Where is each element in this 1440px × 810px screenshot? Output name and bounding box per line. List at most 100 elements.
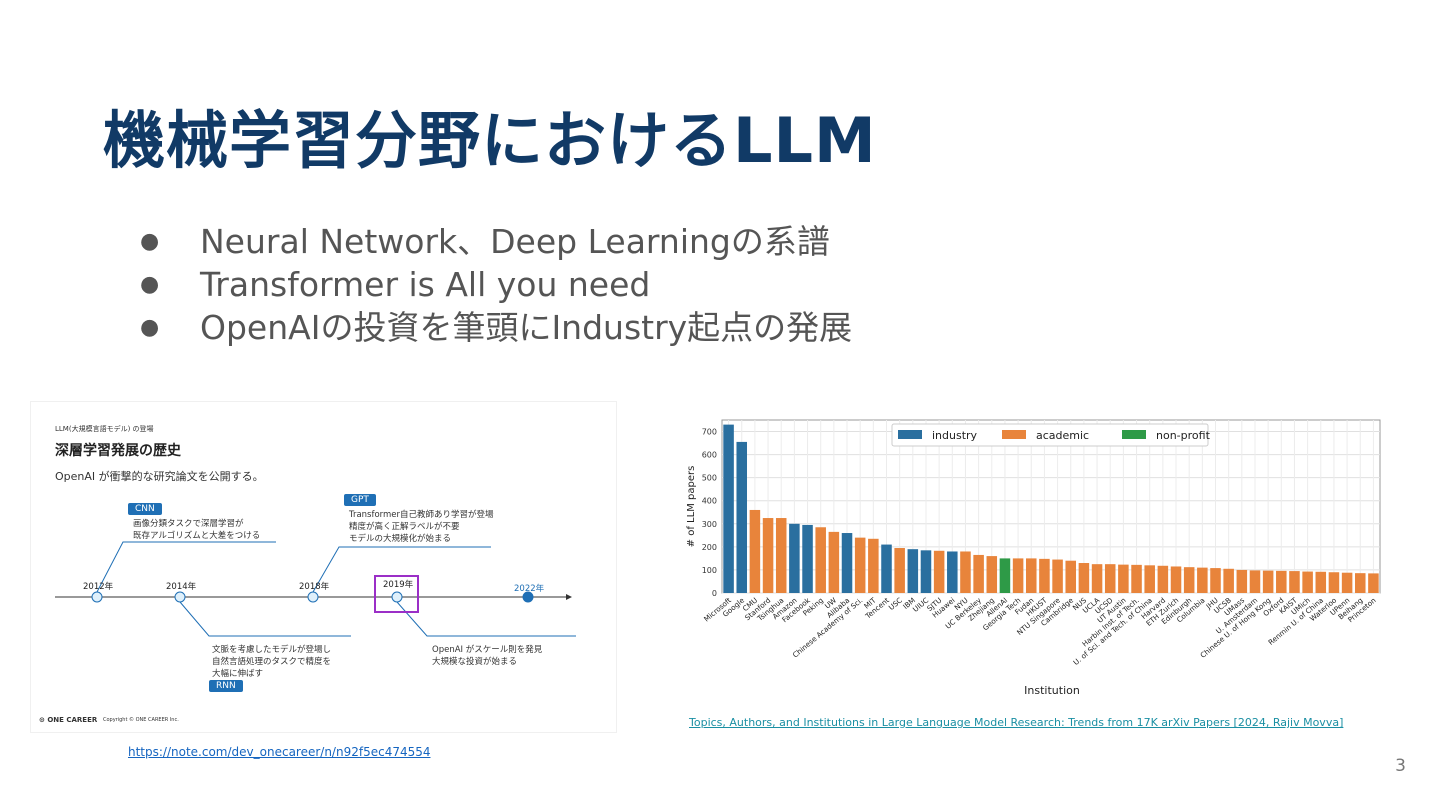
legend-box	[891, 423, 1209, 447]
timeline-node	[307, 591, 319, 603]
bar	[868, 538, 879, 593]
bar	[1354, 573, 1366, 593]
bar	[1249, 570, 1261, 593]
bar	[1183, 567, 1195, 593]
note-link[interactable]: https://note.com/dev_onecareer/n/n92f5ec…	[128, 745, 431, 759]
bullet-dot-icon: ●	[140, 272, 160, 297]
bar	[920, 550, 932, 593]
bar	[1170, 566, 1182, 593]
bullet-dot-icon: ●	[140, 315, 160, 340]
bar	[1289, 571, 1300, 593]
bar	[828, 531, 840, 593]
chart-svg: 0100200300400500600700MicrosoftGoogleCMU…	[686, 419, 1381, 697]
y-tick-label: 0	[712, 589, 717, 598]
y-tick-label: 600	[702, 451, 717, 460]
bar	[1118, 564, 1129, 593]
openai-note: OpenAI がスケール則を発見 大規模な投資が始まる	[432, 645, 543, 667]
bar	[1091, 564, 1103, 593]
y-tick-label: 700	[702, 428, 717, 437]
y-tick-label: 500	[702, 474, 717, 483]
legend-swatch	[1002, 430, 1026, 439]
year-label: 2022年	[514, 584, 545, 594]
bullet-item: ● Transformer is All you need	[140, 263, 852, 306]
slide-header-small: LLM(大規模言語モデル) の登場	[55, 425, 154, 433]
cnn-tag: CNN	[128, 503, 162, 515]
bar	[1262, 570, 1274, 593]
year-label: 2019年	[383, 580, 414, 590]
bar	[1039, 558, 1050, 593]
bar	[1131, 564, 1142, 593]
timeline-arrow-icon	[566, 594, 572, 600]
y-tick-label: 200	[702, 543, 717, 552]
bar	[1157, 565, 1169, 593]
slide-heading: 深層学習発展の歴史	[55, 443, 181, 459]
bullet-item: ● Neural Network、Deep Learningの系譜	[140, 220, 852, 263]
bullet-dot-icon: ●	[140, 229, 160, 254]
history-slide-image: LLM(大規模言語モデル) の登場 深層学習発展の歴史 OpenAI が衝撃的な…	[30, 401, 617, 733]
bar	[1065, 560, 1077, 593]
bar	[762, 518, 774, 593]
bar	[802, 524, 813, 593]
bullet-item: ● OpenAIの投資を筆頭にIndustry起点の発展	[140, 306, 852, 349]
bar	[1078, 563, 1090, 593]
bar	[986, 556, 998, 593]
legend-swatch	[1122, 430, 1146, 439]
timeline-node	[91, 591, 103, 603]
timeline-node	[522, 591, 534, 603]
year-label: 2012年	[83, 582, 114, 592]
legend-label: industry	[932, 429, 978, 442]
bar	[723, 424, 734, 593]
bar	[1341, 572, 1353, 593]
bullet-list: ● Neural Network、Deep Learningの系譜 ● Transf…	[140, 220, 852, 349]
year-label: 2014年	[166, 582, 197, 592]
bar	[1276, 570, 1287, 593]
bar	[775, 518, 787, 593]
bar	[1302, 571, 1313, 593]
gpt-tag: GPT	[344, 494, 376, 506]
footer-copyright: Copyright © ONE CAREER Inc.	[103, 717, 179, 723]
bar	[960, 551, 971, 593]
bar	[1025, 558, 1037, 593]
bar	[1368, 573, 1379, 593]
bar	[947, 551, 958, 593]
bar	[1328, 572, 1340, 593]
bar	[973, 554, 984, 593]
rnn-connector	[179, 601, 351, 637]
y-axis-label: # of LLM papers	[686, 466, 697, 548]
bar	[749, 509, 761, 593]
footer-logo: ⊙ ONE CAREER	[39, 716, 98, 724]
page-number: 3	[1395, 756, 1406, 776]
rnn-tag: RNN	[209, 680, 243, 692]
citation-link[interactable]: Topics, Authors, and Institutions in Lar…	[689, 716, 1344, 729]
timeline-node	[174, 591, 186, 603]
bar	[1144, 565, 1155, 593]
highlight-box	[374, 575, 419, 613]
y-tick-label: 100	[702, 566, 717, 575]
bar	[854, 537, 866, 593]
bar	[736, 441, 748, 593]
bar	[1223, 568, 1234, 593]
bar	[789, 523, 800, 593]
llm-papers-chart: 0 100 200 300 400 500 600 700 Microsoft Google CMU…	[684, 410, 1384, 710]
x-axis-label: Institution	[1024, 684, 1080, 697]
bar	[1210, 568, 1221, 593]
timeline-node	[391, 591, 403, 603]
legend-swatch	[898, 430, 922, 439]
bar	[1012, 558, 1024, 593]
cnn-connector	[96, 541, 276, 593]
bar	[841, 533, 853, 593]
page-title: 機械学習分野におけるLLM	[103, 104, 877, 177]
bar	[1052, 559, 1063, 593]
bar	[1236, 569, 1248, 593]
bar	[1104, 564, 1116, 593]
rnn-note: 文脈を考慮したモデルが登場し 自然言語処理のタスクで精度を 大幅に伸ばす	[212, 645, 332, 679]
bullet-text: Transformer is All you need	[200, 265, 651, 304]
timeline-graphic	[55, 541, 576, 637]
slide-subtitle: OpenAI が衝撃的な研究論文を公開する。	[55, 470, 264, 483]
cnn-note: 画像分類タスクで深層学習が 既存アルゴリズムと大差をつける	[133, 519, 261, 541]
bar	[999, 558, 1011, 593]
bar	[1315, 571, 1327, 593]
y-tick-label: 300	[702, 520, 717, 529]
bar	[1197, 567, 1208, 593]
openai-connector	[396, 601, 576, 637]
